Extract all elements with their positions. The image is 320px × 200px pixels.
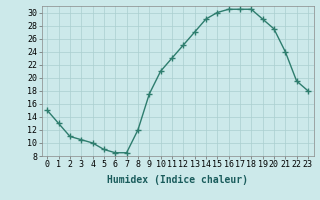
X-axis label: Humidex (Indice chaleur): Humidex (Indice chaleur) xyxy=(107,175,248,185)
